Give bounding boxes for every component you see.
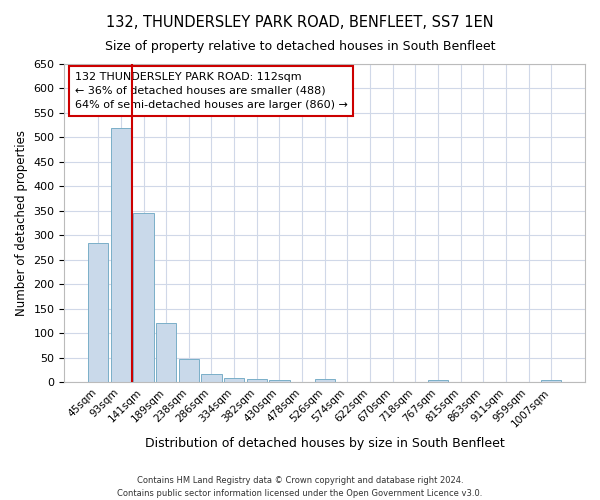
Bar bbox=[224, 378, 244, 382]
Bar bbox=[428, 380, 448, 382]
Text: Size of property relative to detached houses in South Benfleet: Size of property relative to detached ho… bbox=[105, 40, 495, 53]
Text: 132, THUNDERSLEY PARK ROAD, BENFLEET, SS7 1EN: 132, THUNDERSLEY PARK ROAD, BENFLEET, SS… bbox=[106, 15, 494, 30]
Y-axis label: Number of detached properties: Number of detached properties bbox=[15, 130, 28, 316]
Text: Contains HM Land Registry data © Crown copyright and database right 2024.
Contai: Contains HM Land Registry data © Crown c… bbox=[118, 476, 482, 498]
Bar bbox=[201, 374, 221, 382]
Bar bbox=[88, 243, 109, 382]
Bar bbox=[541, 380, 562, 382]
Bar bbox=[314, 378, 335, 382]
Bar bbox=[269, 380, 290, 382]
Bar bbox=[179, 359, 199, 382]
Text: 132 THUNDERSLEY PARK ROAD: 112sqm
← 36% of detached houses are smaller (488)
64%: 132 THUNDERSLEY PARK ROAD: 112sqm ← 36% … bbox=[75, 72, 347, 110]
X-axis label: Distribution of detached houses by size in South Benfleet: Distribution of detached houses by size … bbox=[145, 437, 505, 450]
Bar bbox=[247, 378, 267, 382]
Bar bbox=[111, 128, 131, 382]
Bar bbox=[133, 214, 154, 382]
Bar bbox=[156, 322, 176, 382]
